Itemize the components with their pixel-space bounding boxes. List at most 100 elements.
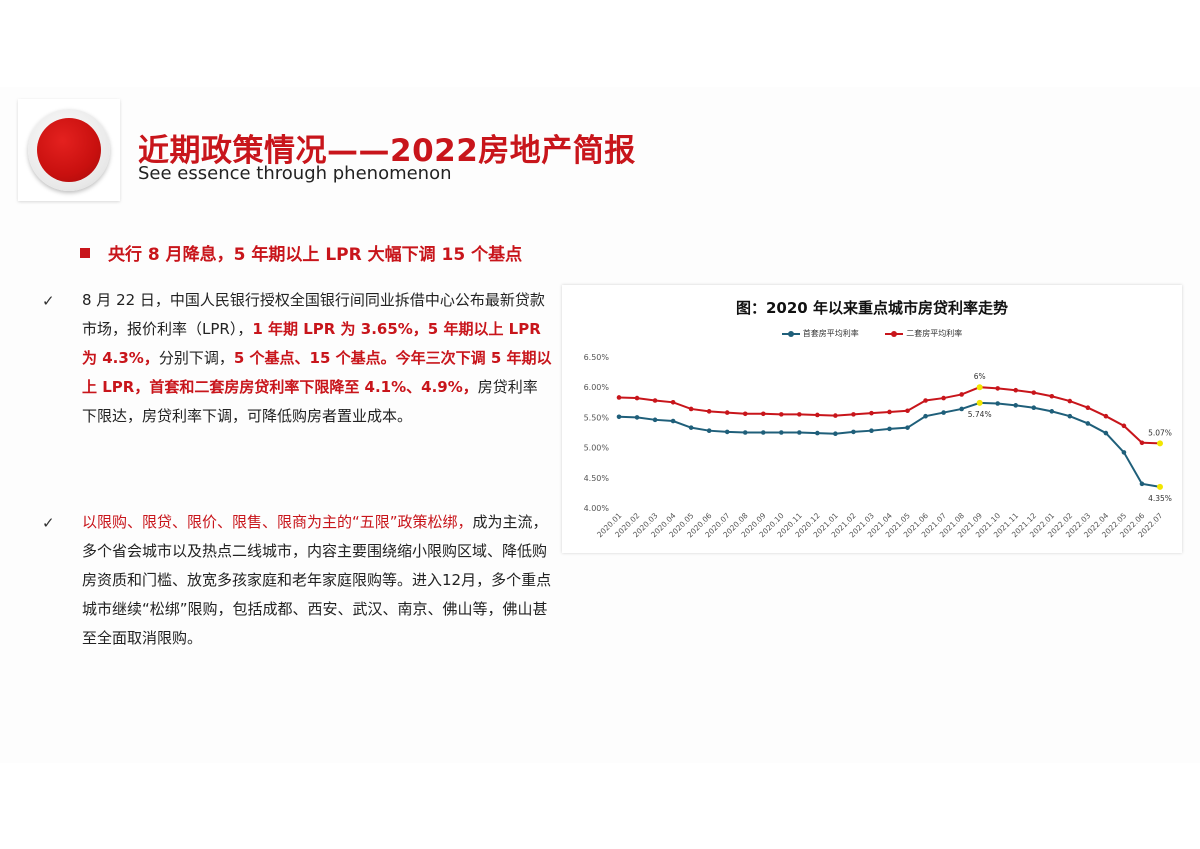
y-tick-label: 4.50% (584, 474, 610, 483)
data-point (1121, 450, 1127, 455)
y-tick-label: 5.00% (584, 444, 610, 453)
paragraph-policy: 以限购、限贷、限价、限售、限商为主的“五限”政策松绑，成为主流，多个省会城市以及… (82, 508, 552, 653)
y-tick-label: 5.50% (584, 413, 610, 422)
data-point (1085, 405, 1091, 411)
data-point (670, 400, 676, 405)
logo-red-circle (37, 118, 101, 182)
data-point (959, 406, 964, 412)
data-point (869, 410, 874, 416)
data-point (779, 412, 784, 417)
data-point (1085, 421, 1091, 426)
chart-title: 图：2020 年以来重点城市房贷利率走势 (736, 299, 1008, 317)
highlight-point (976, 384, 983, 391)
data-point (851, 429, 856, 435)
data-point (905, 425, 910, 430)
data-point (634, 395, 640, 401)
data-point (1067, 413, 1073, 419)
data-point (959, 392, 964, 397)
data-point (724, 429, 730, 435)
data-point (1013, 387, 1019, 393)
chart-legend: 首套房平均利率 二套房平均利率 (562, 328, 1182, 339)
y-tick-label: 6.00% (584, 383, 610, 392)
data-point (724, 410, 730, 415)
section-heading: 央行 8 月降息，5 年期以上 LPR 大幅下调 15 个基点 (80, 240, 522, 265)
paragraph-lpr-text-2: 分别下调， (158, 349, 234, 367)
data-point (1103, 430, 1109, 436)
check-icon: ✓ (42, 292, 55, 310)
data-point (1031, 390, 1037, 395)
paragraph-lpr-highlight-2: 5 个基点、15 个基点。今年三次下调 5 年期以上 LPR，首套和二套房房贷利… (82, 349, 552, 396)
data-point (941, 410, 946, 415)
data-point (815, 412, 820, 418)
data-point (1139, 481, 1145, 487)
paragraph-lpr-text-1: 8 月 22 日，中国人民银行授权全国银行间同业拆借中心公布最新贷款市场，报价利… (82, 291, 545, 338)
data-label: 4.35% (1148, 494, 1172, 503)
data-point (1067, 398, 1073, 404)
data-point (833, 413, 838, 418)
data-label: 5.74% (968, 410, 992, 419)
data-point (634, 415, 640, 420)
data-point (851, 412, 856, 417)
y-tick-label: 4.00% (584, 504, 610, 513)
data-point (760, 430, 766, 435)
data-point (887, 409, 892, 415)
data-point (815, 430, 820, 436)
data-point (869, 428, 874, 433)
data-point (995, 401, 1000, 406)
legend-item-first-home: 首套房平均利率 (781, 328, 859, 339)
paragraph-lpr: 8 月 22 日，中国人民银行授权全国银行间同业拆借中心公布最新贷款市场，报价利… (82, 286, 552, 431)
paragraph-lpr-text-3: 房贷利率下限达，房贷利率下调，可降低购房者置业成本。 (82, 378, 538, 425)
page-title: 近期政策情况——2022房地产简报 (138, 133, 636, 169)
data-point (887, 426, 892, 432)
legend-item-second-home: 二套房平均利率 (885, 328, 962, 339)
data-label: 5.07% (1148, 428, 1172, 437)
data-point (941, 395, 946, 401)
logo (18, 99, 120, 201)
data-label: 6% (974, 372, 986, 381)
y-tick-label: 6.50% (584, 353, 610, 362)
data-point (1121, 423, 1127, 429)
page-subtitle: See essence through phenomenon (138, 163, 452, 184)
data-point (742, 411, 748, 417)
data-point (923, 413, 928, 419)
rate-chart: 图：2020 年以来重点城市房贷利率走势 首套房平均利率 二套房平均利率 6.5… (562, 285, 1182, 553)
data-point (652, 398, 658, 403)
square-bullet-icon (80, 248, 90, 258)
data-point (616, 414, 622, 420)
data-point (688, 425, 694, 430)
series-line-1 (618, 386, 1161, 445)
data-point (833, 431, 838, 437)
data-point (1103, 413, 1109, 419)
data-point (706, 428, 712, 433)
highlight-point (1157, 483, 1163, 490)
data-point (616, 395, 622, 400)
paragraph-policy-text: 成为主流，多个省会城市以及热点二线城市，内容主要围绕缩小限购区域、降低购房资质和… (82, 513, 552, 647)
legend-swatch-second-home (885, 330, 904, 337)
data-point (652, 417, 658, 423)
legend-swatch-first-home (781, 330, 800, 337)
data-point (779, 430, 784, 435)
data-point (923, 398, 928, 403)
data-point (1049, 409, 1055, 414)
paragraph-policy-highlight: 以限购、限贷、限价、限售、限商为主的“五限”政策松绑， (82, 513, 473, 531)
chart-plot: 6.50%6.00%5.50%5.00%4.50%4.00%2020.01202… (584, 353, 1172, 539)
data-point (742, 430, 748, 435)
data-point (797, 430, 802, 435)
section-heading-text: 央行 8 月降息，5 年期以上 LPR 大幅下调 15 个基点 (108, 245, 523, 265)
data-point (670, 418, 676, 424)
logo-ring (28, 109, 110, 191)
paragraph-lpr-highlight-1: 1 年期 LPR 为 3.65%，5 年期以上 LPR 为 4.3%， (82, 320, 541, 367)
data-point (1139, 440, 1145, 446)
legend-label-first-home: 首套房平均利率 (802, 329, 859, 338)
data-point (995, 386, 1000, 391)
check-icon: ✓ (42, 514, 55, 532)
legend-label-second-home: 二套房平均利率 (906, 329, 963, 338)
highlight-point (976, 399, 983, 406)
data-point (1031, 405, 1037, 411)
data-point (1049, 393, 1055, 399)
data-point (1013, 403, 1019, 408)
slide: 近期政策情况——2022房地产简报 See essence through ph… (0, 87, 1200, 763)
data-point (706, 409, 712, 414)
series-line-0 (618, 401, 1161, 488)
data-point (797, 412, 802, 417)
